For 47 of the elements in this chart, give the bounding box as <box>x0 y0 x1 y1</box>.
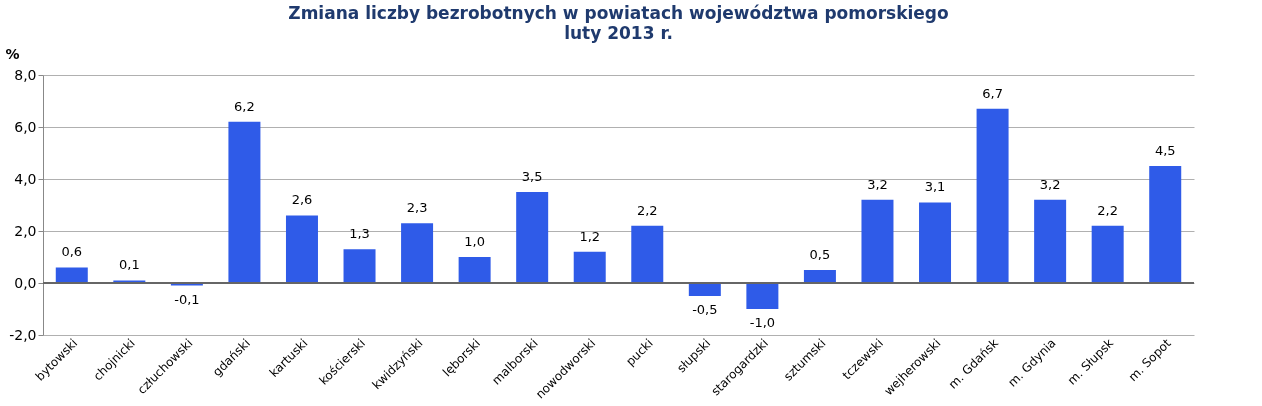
data-label: 3,2 <box>867 176 888 192</box>
y-tick-label: 8,0 <box>14 66 37 83</box>
data-label: 6,7 <box>982 85 1003 101</box>
y-tick-label: 4,0 <box>14 170 37 187</box>
data-label: 1,3 <box>349 226 370 242</box>
data-label: -0,5 <box>692 302 718 317</box>
data-label: -0,1 <box>174 291 200 307</box>
y-tick-label: 2,0 <box>14 222 37 239</box>
data-label: 3,1 <box>924 179 946 195</box>
bar <box>919 202 952 283</box>
bar <box>1034 199 1067 283</box>
data-label: 2,2 <box>636 202 658 218</box>
bar <box>746 283 779 309</box>
bar <box>1149 166 1182 283</box>
bar <box>1091 225 1124 283</box>
bar <box>631 225 664 283</box>
bar <box>285 215 318 283</box>
data-label: 2,6 <box>291 192 313 208</box>
bar <box>803 270 836 283</box>
bar <box>516 192 549 283</box>
bar <box>401 223 434 283</box>
bar <box>861 199 894 283</box>
data-label: 0,5 <box>809 247 831 262</box>
data-label: 3,2 <box>1039 176 1061 192</box>
data-label: 3,5 <box>521 169 543 184</box>
data-label: 2,3 <box>406 200 428 216</box>
bar <box>976 108 1009 283</box>
bar <box>458 257 491 283</box>
y-tick-label: 6,0 <box>14 118 37 135</box>
y-tick-label: -2,0 <box>9 326 37 343</box>
data-label: 2,2 <box>1097 202 1119 218</box>
bar <box>55 267 88 283</box>
data-label: -1,0 <box>749 315 776 330</box>
bar <box>228 121 261 283</box>
bar <box>573 251 606 283</box>
data-label: 0,1 <box>118 257 140 273</box>
data-label: 1,2 <box>579 228 601 244</box>
data-label: 6,2 <box>234 98 255 114</box>
bar <box>688 283 721 296</box>
y-tick-label: 0,0 <box>14 274 37 291</box>
chart-subtitle: luty 2013 r. <box>564 23 673 43</box>
bar <box>343 249 376 283</box>
y-axis-title: % <box>5 45 20 62</box>
data-label: 4,5 <box>1154 143 1176 158</box>
chart-title: Zmiana liczby bezrobotnych w powiatach województwa pomorskiego <box>288 3 949 23</box>
data-label: 1,0 <box>464 234 485 249</box>
data-label: 0,6 <box>61 244 83 260</box>
